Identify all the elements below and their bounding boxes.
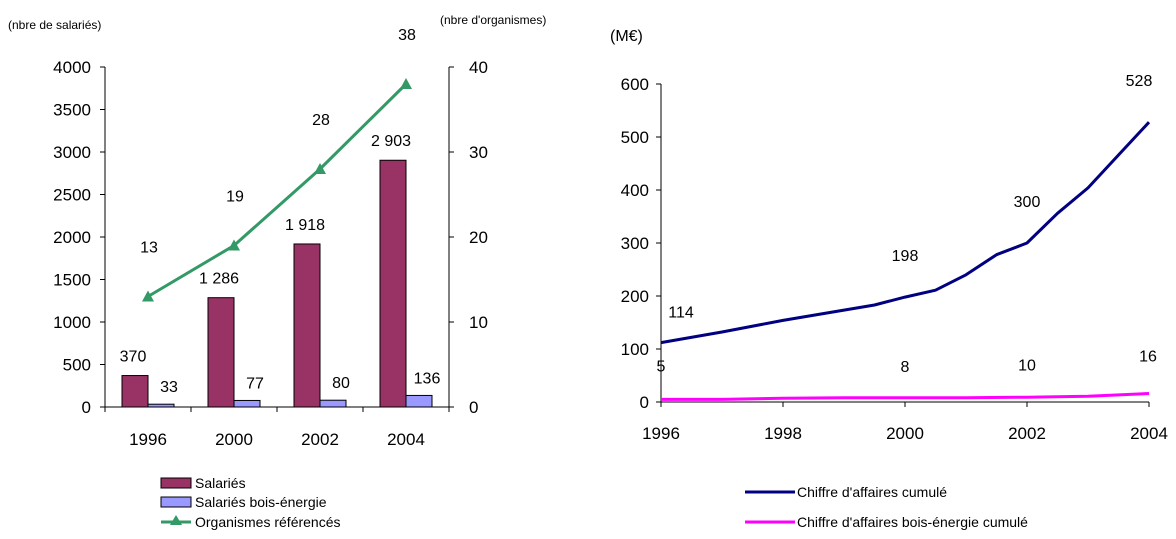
line-chiffre-d-affaires-bois-energie-cumule — [661, 392, 1150, 401]
data-label-organismes-references-2002: 28 — [312, 112, 330, 129]
left-y-tick-label: 4000 — [53, 58, 91, 77]
marker-organismes-references-2004 — [400, 78, 412, 89]
legend-swatch-salaries — [160, 477, 192, 489]
right-y-tick-label: 10 — [469, 313, 488, 332]
line-organismes-references — [147, 82, 408, 298]
rc-x-tick-label-1998: 1998 — [764, 424, 802, 443]
rc-x-tick-label-2004: 2004 — [1130, 424, 1168, 443]
left-legend: Salariés Salariés bois-énergie Organisme… — [160, 475, 341, 530]
right-y-tick-label: 20 — [469, 228, 488, 247]
legend-swatch-salaries-bois-energie — [160, 496, 192, 508]
data-label-salaries-bois-energie-1996: 33 — [160, 379, 178, 396]
rc-y-tick-label: 200 — [621, 287, 649, 306]
legend-label-ca-cumule: Chiffre d'affaires cumulé — [797, 484, 947, 500]
legend-label-organismes: Organismes référencés — [195, 514, 341, 530]
data-label-organismes-references-1996: 13 — [140, 240, 158, 257]
right-axis-label: (nbre d'organismes) — [440, 13, 546, 27]
left-y-tick-label: 3500 — [53, 101, 91, 120]
bar-salaries-2002 — [293, 243, 321, 408]
rc-y-tick-label: 100 — [621, 340, 649, 359]
data-label-salaries-2000: 1 286 — [199, 271, 239, 288]
bar-salaries-2000 — [207, 297, 235, 408]
data-label-salaries-bois-energie-2002: 80 — [332, 375, 350, 392]
data-label-chiffre-d-affaires-cumule-2002: 300 — [1014, 194, 1041, 211]
data-label-salaries-2004: 2 903 — [371, 133, 411, 150]
bar-salaries-bois-energie-2002 — [319, 399, 347, 408]
data-label-organismes-references-2000: 19 — [226, 189, 244, 206]
left-y-tick-label: 2500 — [53, 186, 91, 205]
rc-x-tick-label-2000: 2000 — [886, 424, 924, 443]
left-y-tick-label: 500 — [63, 356, 91, 375]
legend-label-salaries-bois-energie: Salariés bois-énergie — [195, 494, 327, 510]
data-label-chiffre-d-affaires-cumule-2004: 528 — [1126, 73, 1153, 90]
rc-y-tick-label: 0 — [640, 393, 649, 412]
marker-organismes-references-2000 — [228, 239, 240, 251]
rc-y-tick-label: 600 — [621, 75, 649, 94]
left-y-tick-label: 3000 — [53, 143, 91, 162]
data-label-chiffre-d-affaires-cumule-2000: 198 — [892, 248, 919, 265]
bar-salaries-2004 — [379, 159, 407, 408]
right-chart: (M€) 0 100 200 300 400 500 600 1996 1998 2000 2002… — [610, 28, 1168, 530]
bar-salaries-bois-energie-2004 — [405, 394, 433, 408]
rc-y-tick-label: 500 — [621, 128, 649, 147]
rc-y-tick-label: 300 — [621, 234, 649, 253]
bar-salaries-bois-energie-2000 — [233, 399, 261, 408]
x-tick-label-2004: 2004 — [387, 430, 425, 449]
left-chart-marks: 0 500 1000 1500 2000 2500 3000 3500 4000 0 10 20 30 4… — [53, 27, 488, 449]
data-label-salaries-bois-energie-2000: 77 — [246, 375, 264, 392]
data-label-chiffre-d-affaires-bois-energie-cumule-2000: 8 — [901, 359, 910, 376]
marker-organismes-references-1996 — [142, 290, 154, 302]
bar-salaries-1996 — [121, 375, 149, 408]
data-label-chiffre-d-affaires-bois-energie-cumule-2002: 10 — [1018, 358, 1036, 375]
bar-salaries-bois-energie-1996 — [147, 403, 175, 408]
right-y-tick-label: 30 — [469, 143, 488, 162]
data-label-chiffre-d-affaires-cumule-1996: 114 — [668, 305, 694, 322]
x-tick-label-1996: 1996 — [129, 430, 167, 449]
left-y-tick-label: 0 — [82, 398, 91, 417]
right-y-tick-label: 40 — [469, 58, 488, 77]
left-y-tick-label: 1000 — [53, 313, 91, 332]
legend-label-ca-bois-energie: Chiffre d'affaires bois-énergie cumulé — [797, 514, 1028, 530]
right-legend: Chiffre d'affaires cumulé Chiffre d'affa… — [745, 484, 1028, 530]
rc-x-tick-label-2002: 2002 — [1008, 424, 1046, 443]
data-label-chiffre-d-affaires-bois-energie-cumule-2004: 16 — [1139, 349, 1157, 366]
left-chart: (nbre de salariés) (nbre d'organismes) 0… — [8, 13, 546, 530]
left-y-tick-label: 1500 — [53, 271, 91, 290]
marker-organismes-references-2002 — [314, 163, 326, 174]
rc-y-tick-label: 400 — [621, 181, 649, 200]
right-chart-marks: 0 100 200 300 400 500 600 1996 1998 2000 2002 2004 1… — [621, 73, 1168, 443]
line-chiffre-d-affaires-cumule — [660, 121, 1151, 345]
data-label-salaries-bois-energie-2004: 136 — [414, 370, 441, 387]
data-label-organismes-references-2004: 38 — [398, 27, 416, 44]
right-y-tick-label: 0 — [469, 398, 478, 417]
legend-label-salaries: Salariés — [195, 475, 246, 491]
data-label-chiffre-d-affaires-bois-energie-cumule-1996: 5 — [657, 358, 666, 375]
left-axis-label: (nbre de salariés) — [8, 18, 101, 32]
data-label-salaries-1996: 370 — [120, 349, 147, 366]
x-tick-label-2000: 2000 — [215, 430, 253, 449]
x-tick-label-2002: 2002 — [301, 430, 339, 449]
rc-x-tick-label-1996: 1996 — [642, 424, 680, 443]
legend-marker-organismes — [170, 515, 182, 525]
data-label-salaries-2002: 1 918 — [285, 217, 325, 234]
right-chart-ylabel: (M€) — [610, 28, 643, 45]
left-y-tick-label: 2000 — [53, 228, 91, 247]
